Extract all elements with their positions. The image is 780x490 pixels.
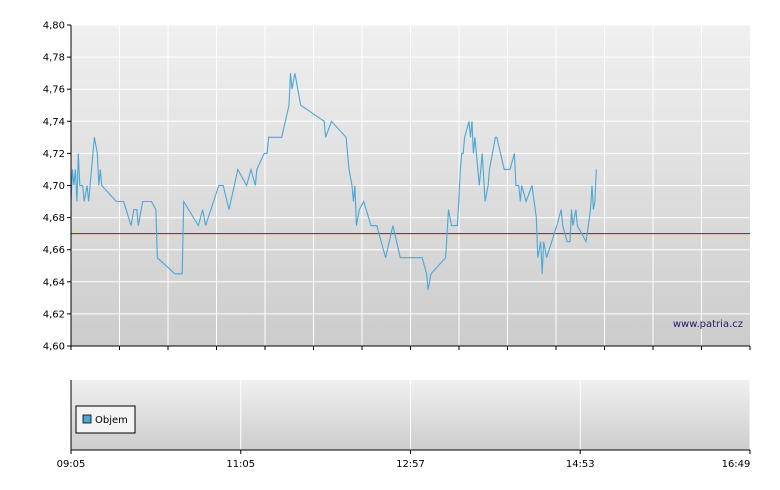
x-tick-label: 16:49 [722,459,751,470]
volume-legend: Objem [75,405,136,434]
price-y-tick-label: 4,66 [43,245,65,256]
price-y-tick-label: 4,80 [43,21,65,32]
price-y-tick-label: 4,74 [43,117,65,128]
price-y-tick-label: 4,76 [43,85,65,96]
price-line [70,73,597,290]
volume-panel: 09:05 11:05 12:57 14:53 16:49 Objem [57,380,751,470]
price-y-tick-label: 4,68 [43,213,65,224]
x-tick-label: 09:05 [57,459,86,470]
price-y-tick-label: 4,62 [43,309,65,320]
legend-label: Objem [95,415,128,426]
price-y-tick-label: 4,70 [43,181,65,192]
price-x-tick-marks [70,346,751,350]
volume-gridlines [240,380,751,450]
price-y-tick-label: 4,64 [43,277,65,288]
price-y-axis: 4,80 4,78 4,76 4,74 4,72 4,70 4,68 4,66 4,64 4,62… [43,21,71,353]
price-panel: 4,80 4,78 4,76 4,74 4,72 4,70 4,68 4,66 4,64 4,62… [43,21,751,353]
volume-x-axis-ticks: 09:05 11:05 12:57 14:53 16:49 [57,450,751,470]
x-tick-label: 12:57 [396,459,425,470]
watermark: www.patria.cz [673,319,743,330]
x-tick-label: 11:05 [226,459,255,470]
price-y-tick-label: 4,78 [43,53,65,64]
x-tick-label: 14:53 [566,459,595,470]
price-y-tick-label: 4,72 [43,149,65,160]
legend-swatch [82,414,92,424]
price-y-tick-label: 4,60 [43,342,65,353]
